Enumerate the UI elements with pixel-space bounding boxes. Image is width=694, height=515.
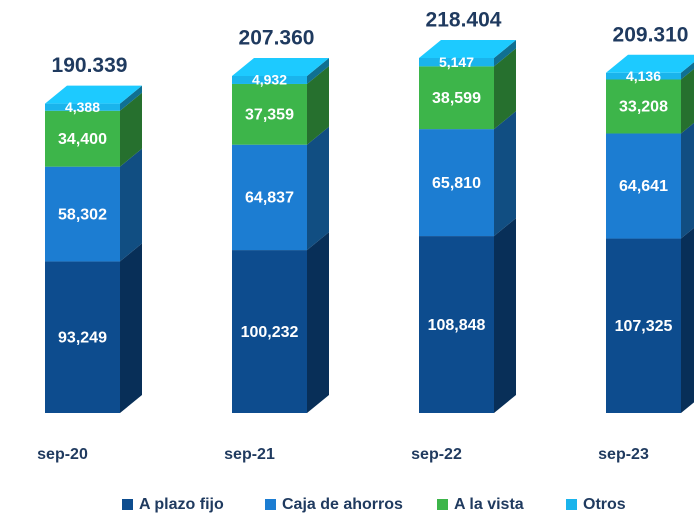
value-label: 58,302 xyxy=(58,206,107,223)
bar-front xyxy=(419,66,494,130)
bar-segment xyxy=(606,122,694,239)
legend-swatch xyxy=(566,499,577,510)
bar-front xyxy=(419,58,494,67)
x-tick-label: sep-22 xyxy=(411,446,462,463)
bar-top xyxy=(45,85,142,104)
bar-segment xyxy=(232,232,329,413)
value-label: 64,837 xyxy=(245,190,294,207)
bar-front xyxy=(606,238,681,413)
value-label: 4,932 xyxy=(252,72,287,88)
legend-label: A plazo fijo xyxy=(139,496,224,513)
value-label: 93,249 xyxy=(58,329,107,346)
bar-front xyxy=(232,83,307,145)
bar-top xyxy=(419,40,516,58)
value-label: 4,136 xyxy=(626,68,661,84)
bar-segment xyxy=(232,65,329,145)
bar-front xyxy=(606,133,681,239)
legend-swatch xyxy=(265,499,276,510)
value-label: 5,147 xyxy=(439,54,474,70)
bar-segment xyxy=(606,68,694,134)
bar-side xyxy=(120,85,142,111)
bar-front xyxy=(45,110,120,167)
bar-side xyxy=(681,68,694,134)
value-label: 34,400 xyxy=(58,131,107,148)
bar-segment xyxy=(45,85,142,111)
bar-segment xyxy=(45,243,142,413)
legend-label: Otros xyxy=(583,496,626,513)
legend-label: A la vista xyxy=(454,496,524,513)
bar-side xyxy=(307,57,329,84)
x-tick-label: sep-23 xyxy=(598,446,649,463)
bar-top xyxy=(232,57,329,76)
bar-segment xyxy=(45,148,142,262)
bar-top xyxy=(606,54,694,73)
bar-front xyxy=(45,166,120,262)
bar-side xyxy=(120,92,142,167)
bar-segment xyxy=(606,227,694,413)
bar-side xyxy=(494,111,516,237)
value-label: 65,810 xyxy=(432,175,481,192)
value-label: 64,641 xyxy=(619,178,668,195)
value-label: 38,599 xyxy=(432,90,481,107)
bar-front xyxy=(419,236,494,413)
bar-side xyxy=(494,218,516,413)
bar-side xyxy=(307,232,329,413)
total-label: 190.339 xyxy=(52,54,128,77)
legend-swatch xyxy=(122,499,133,510)
bar-segment xyxy=(419,40,516,67)
value-label: 33,208 xyxy=(619,99,668,116)
bar-segment xyxy=(232,57,329,84)
value-label: 4,388 xyxy=(65,99,100,115)
total-label: 218.404 xyxy=(426,9,502,32)
total-label: 207.360 xyxy=(239,26,315,49)
bar-segment xyxy=(232,126,329,251)
legend-swatch xyxy=(437,499,448,510)
bar-segment xyxy=(45,92,142,167)
bar-side xyxy=(494,48,516,130)
bar-side xyxy=(307,126,329,251)
bar-segment xyxy=(606,54,694,80)
bar-side xyxy=(307,65,329,145)
x-tick-label: sep-20 xyxy=(37,446,88,463)
value-label: 100,232 xyxy=(241,324,299,341)
bar-front xyxy=(606,79,681,134)
bar-front xyxy=(45,261,120,413)
bar-side xyxy=(681,227,694,413)
value-label: 108,848 xyxy=(428,317,486,334)
legend-label: Caja de ahorros xyxy=(282,496,403,513)
bar-front xyxy=(45,103,120,111)
bar-front xyxy=(232,250,307,413)
bar-segment xyxy=(419,218,516,413)
value-label: 107,325 xyxy=(615,318,673,335)
value-label: 37,359 xyxy=(245,107,294,124)
bar-side xyxy=(494,40,516,67)
bar-side xyxy=(681,122,694,239)
bar-front xyxy=(419,129,494,237)
bar-segment xyxy=(419,111,516,237)
bar-front xyxy=(232,75,307,84)
bar-side xyxy=(681,62,694,80)
bar-front xyxy=(606,72,681,80)
bar-front xyxy=(232,144,307,251)
bar-segment xyxy=(419,48,516,130)
total-label: 209.310 xyxy=(613,23,689,46)
bar-side xyxy=(120,148,142,262)
bar-side xyxy=(120,243,142,413)
x-tick-label: sep-21 xyxy=(224,446,275,463)
